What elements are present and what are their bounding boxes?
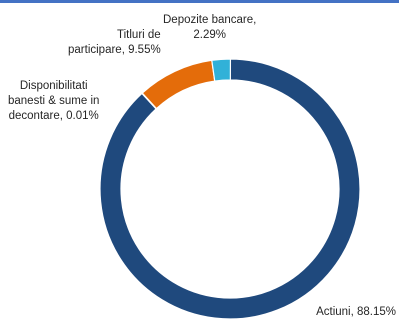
top-border: [0, 0, 399, 3]
donut-slice-0: [99, 58, 361, 320]
data-label-actiuni: Actiuni, 88.15%: [316, 306, 396, 318]
data-label-disponibilitati: Disponibilitati banesti & sume in decont…: [8, 80, 100, 122]
data-label-depozite: Depozite bancare, 2.29%: [163, 14, 257, 41]
donut-slice-3: [211, 58, 232, 82]
donut-slice-2: [141, 59, 216, 110]
data-label-titluri: Titluri de participare, 9.55%: [68, 29, 161, 56]
